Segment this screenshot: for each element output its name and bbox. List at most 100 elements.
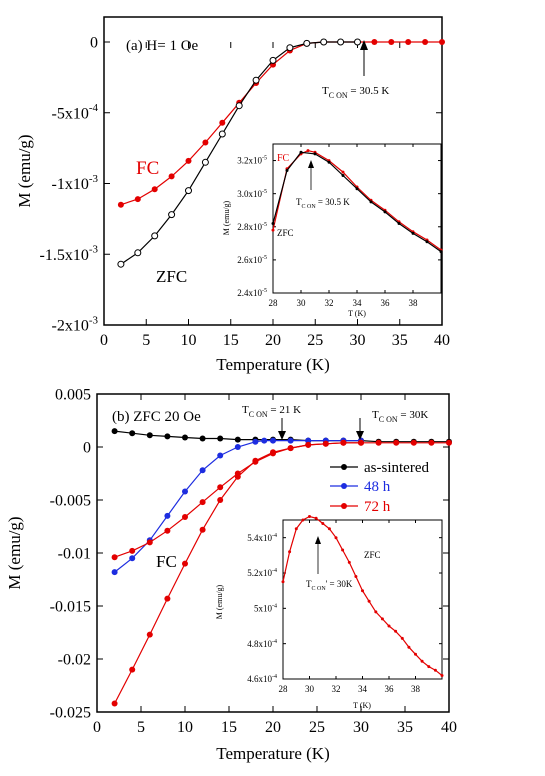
panel-b-x-axis-label: Temperature (K) xyxy=(216,744,330,763)
panel-a-inset-tc-arrowhead xyxy=(308,160,314,168)
panel-a-inset-zfc-series-point xyxy=(271,222,275,225)
panel-b-series-1-line xyxy=(114,440,361,573)
panel-b-y-tick-label: -0.01 xyxy=(58,546,91,563)
panel-a-y-tick-label: -2x10-3 xyxy=(52,314,99,334)
panel-a-y-tick-label: 0 xyxy=(90,35,98,52)
panel-b-inset-zfc-series-point xyxy=(407,645,411,649)
panel-b-series-3-point xyxy=(252,457,259,464)
panel-a-zfc-series-point xyxy=(286,44,294,52)
panel-a-inset-y-ticks: 3.2x10-5 3.0x10-5 2.8x10-5 2.6x10-5 2.4x10-5 xyxy=(237,156,441,298)
panel-b-inset: 28 30 32 34 36 38 5.4x10-4 5.2x10-4 5x10-4 4.8x1… xyxy=(215,515,444,710)
panel-a-inset-y-tick-label: 2.6x10-5 xyxy=(237,255,267,265)
panel-a-zfc-series-point xyxy=(320,38,328,46)
panel-a-zfc-series-point xyxy=(354,38,361,46)
panel-a-inset-zfc-series-point xyxy=(397,222,401,225)
panel-a-fc-series-point xyxy=(405,39,412,45)
panel-a-x-tick-label: 20 xyxy=(265,332,281,349)
panel-b-inset-zfc-series-point xyxy=(288,550,292,554)
panel-b-series-1-point xyxy=(234,444,241,450)
panel-a-inset-fc-label: FC xyxy=(277,153,290,164)
panel-a-zfc-series-point xyxy=(218,130,226,138)
panel-a-title: (a) H= 1 Oe xyxy=(126,38,199,54)
panel-a-zfc-series-point xyxy=(151,232,159,240)
panel-b-series-2-point xyxy=(164,527,171,534)
panel-b-series-3-point xyxy=(129,666,136,673)
panel-b-series-3-point xyxy=(340,439,347,446)
panel-b-inset-x-tick-label: 34 xyxy=(358,684,368,694)
panel-a-y-tick-label: -1.5x10-3 xyxy=(40,244,99,264)
panel-b-inset-zfc-series-point xyxy=(281,580,285,584)
panel-b-series xyxy=(111,428,452,707)
panel-b-series-1-point xyxy=(111,569,118,576)
panel-b-inset-y-ticks: 5.4x10-4 5.2x10-4 5x10-4 4.8x10-4 4.6x10-4 xyxy=(247,533,442,684)
panel-b-y-ticks: 0.005 0 -0.005 -0.01 -0.015 -0.02 -0.025 xyxy=(50,387,449,722)
panel-a-inset-zfc-series-point xyxy=(411,231,415,235)
panel-a-inset-frame xyxy=(272,143,442,294)
panel-a-zfc-series-point xyxy=(235,102,243,110)
panel-b-inset-x-ticks: 28 30 32 34 36 38 xyxy=(279,520,421,694)
panel-a-inset-zfc-label: ZFC xyxy=(277,228,294,238)
panel-b-series-1-point xyxy=(270,437,276,444)
panel-b-x-tick-label: 10 xyxy=(177,719,193,736)
panel-b-inset-zfc-series-point xyxy=(440,674,444,677)
panel-a-inset-x-tick-label: 38 xyxy=(409,298,419,308)
panel-b-inset-y-label: M (emu/g) xyxy=(215,584,224,619)
panel-a-inset-x-tick-label: 36 xyxy=(381,298,391,308)
panel-b-series-0-point xyxy=(182,434,188,441)
panel-b-series-3-point xyxy=(305,441,312,448)
panel-b-y-tick-label: -0.025 xyxy=(50,705,91,722)
panel-a-fc-series-point xyxy=(168,173,175,180)
panel-b-y-tick-label: -0.005 xyxy=(50,493,91,510)
panel-b-series-2-point xyxy=(446,439,452,446)
panel-b-series-0-point xyxy=(199,435,206,442)
panel-a-fc-series-point xyxy=(117,201,124,208)
panel-a-tc-label: TC ON = 30.5 K xyxy=(322,85,389,100)
panel-b-inset-x-tick-label: 38 xyxy=(411,684,421,694)
panel-b-fc-label: FC xyxy=(156,552,177,571)
panel-a-zfc-series-point xyxy=(303,39,311,47)
panel-a-x-tick-label: 0 xyxy=(100,332,108,349)
panel-b-y-tick-label: -0.02 xyxy=(58,652,91,669)
panel-b-series-2-point xyxy=(410,439,417,446)
panel-b-series-1-point xyxy=(287,437,294,444)
panel-a-inset-zfc-series-point xyxy=(383,210,387,214)
panel-b-tc21-label: TC ON = 21 K xyxy=(242,404,301,419)
panel-b-series-2-point xyxy=(129,547,136,554)
panel-a-x-tick-label: 5 xyxy=(142,332,150,349)
legend-label-48h: 48 h xyxy=(364,479,391,495)
panel-b-inset-zfc-label: ZFC xyxy=(364,550,381,560)
panel-a-inset-fc-series-point xyxy=(341,170,345,174)
panel-a-inset-y-tick-label: 2.4x10-5 xyxy=(237,288,267,298)
panel-a-inset-x-tick-label: 28 xyxy=(269,298,279,308)
legend-item-72h: 72 h xyxy=(330,499,391,515)
panel-b-inset-zfc-series-point xyxy=(414,652,417,656)
panel-a-x-tick-label: 15 xyxy=(223,332,239,349)
panel-a-inset-zfc-series-point xyxy=(327,160,331,164)
panel-b-inset-x-tick-label: 30 xyxy=(305,684,315,694)
panel-a-zfc-series-point xyxy=(185,187,192,195)
panel-b-series-3-point xyxy=(322,440,329,447)
legend-item-as-sintered: as-sintered xyxy=(330,460,429,476)
panel-b-series-2-point xyxy=(146,539,153,546)
panel-b-tc21-arrowhead xyxy=(278,431,286,440)
panel-a-inset-x-label: T (K) xyxy=(348,309,366,318)
panel-a-inset-y-tick-label: 3.0x10-5 xyxy=(237,189,267,199)
panel-a-inset-zfc-series-point xyxy=(299,150,303,154)
panel-b-x-tick-label: 25 xyxy=(309,719,325,736)
panel-a-fc-series-point xyxy=(371,39,378,45)
panel-b-legend: as-sintered 48 h 72 h xyxy=(330,460,429,515)
panel-a-inset-series xyxy=(271,149,443,254)
panel-b-inset-zfc-series-point xyxy=(294,527,298,531)
panel-b-series-2-point xyxy=(182,514,188,520)
panel-a-fc-series-point xyxy=(185,157,192,164)
panel-b-series-0-point xyxy=(146,432,153,439)
panel-a-inset-y-tick-label: 3.2x10-5 xyxy=(237,156,267,166)
legend-item-48h: 48 h xyxy=(330,479,391,495)
panel-b-series-3-point xyxy=(217,497,224,503)
panel-b-inset-zfc-series-point xyxy=(347,560,351,564)
panel-b-inset-zfc-series-point xyxy=(341,548,345,552)
panel-b-inset-x-tick-label: 28 xyxy=(279,684,289,694)
panel-a-x-tick-label: 25 xyxy=(307,332,323,349)
panel-a-inset-zfc-series-point xyxy=(355,187,359,191)
